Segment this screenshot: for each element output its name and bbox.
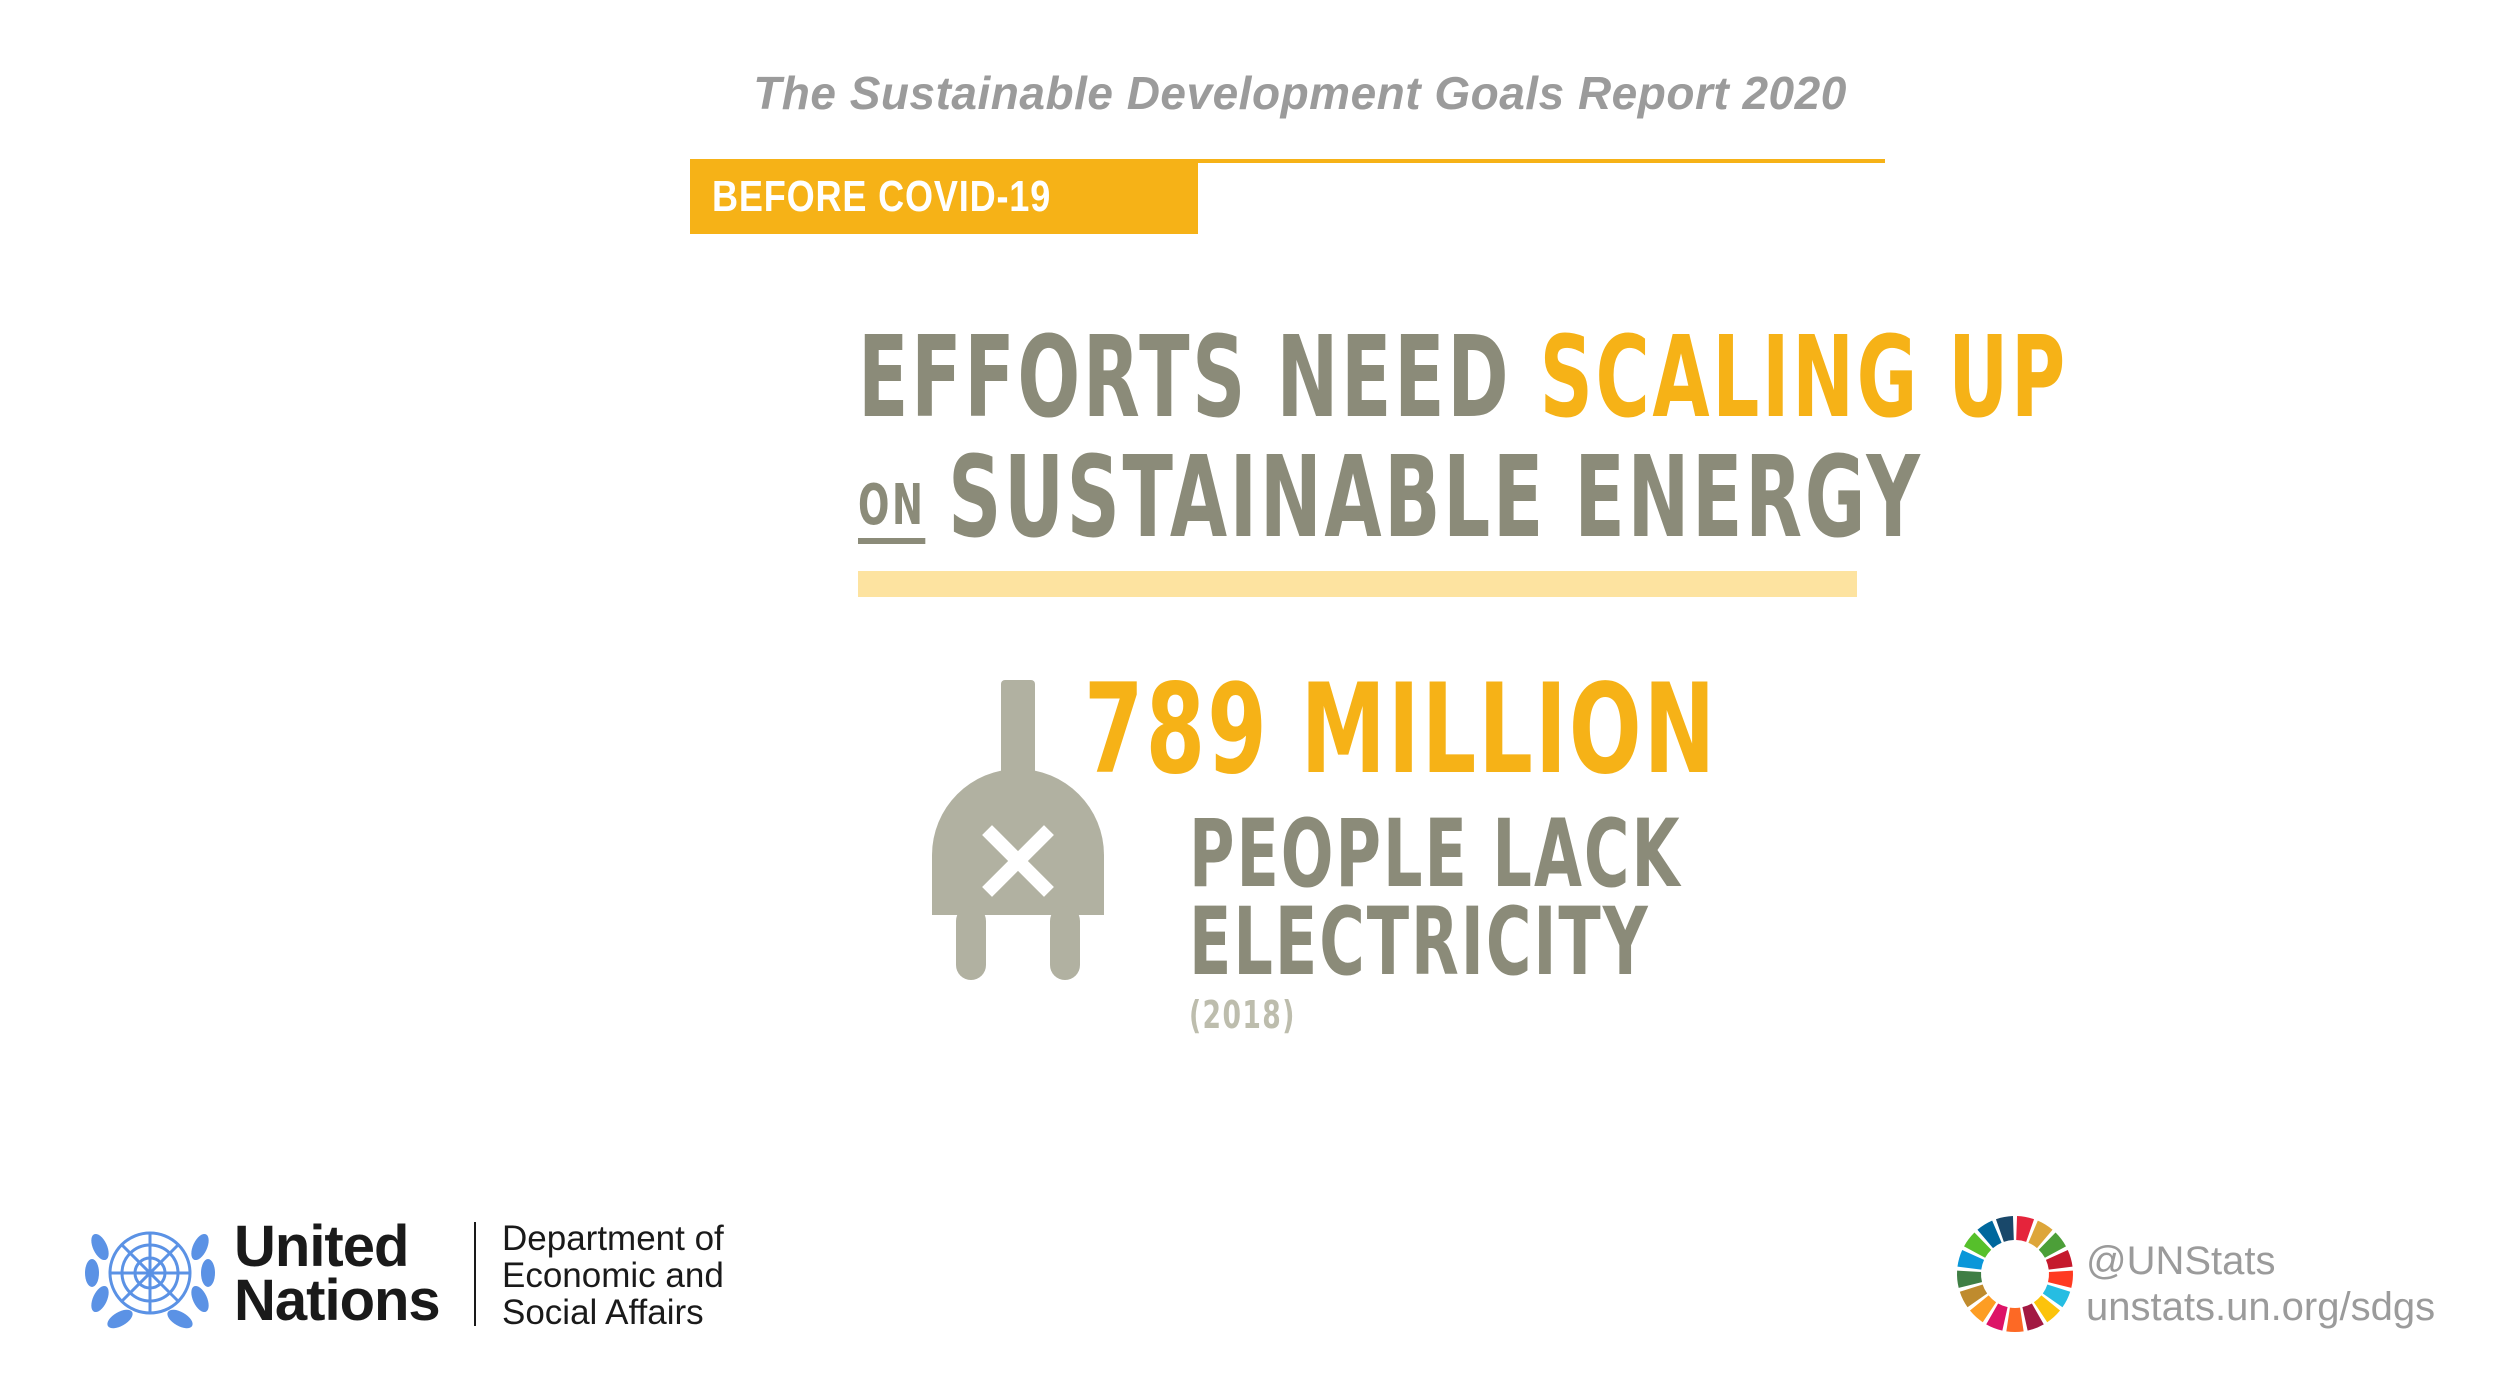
stat-year: (2018) [1189,993,1296,1037]
headline-line-2: ON SUSTAINABLE ENERGY [858,442,1920,554]
twitter-handle[interactable]: @UNStats [2086,1239,2276,1283]
sdg-wheel-segment [2016,1216,2035,1242]
stat-label-line-1: PEOPLE LACK [1189,800,1682,909]
before-covid-label: BEFORE COVID-19 [712,171,1052,221]
un-name-line-1: United [234,1214,409,1279]
headline-on-word: ON [858,478,926,544]
website-link[interactable]: unstats.un.org/sdgs [2086,1285,2436,1329]
sdg-wheel-segment [1957,1249,1985,1270]
department-line-3: Social Affairs [502,1293,704,1332]
sdg-wheel-segment [1959,1284,1988,1308]
sdg-wheel-segment [2022,1303,2044,1331]
sdg-wheel-icon [1957,1216,2073,1333]
department-line-1: Department of [502,1219,724,1258]
un-name: United Nations [234,1214,441,1333]
contact-block: @UNStats unstats.un.org/sdgs [2086,1238,2435,1330]
sdg-wheel-segment [1964,1232,1992,1258]
un-emblem-icon [85,1231,215,1329]
stat-label-line-2: ELECTRICITY [1189,888,1650,997]
un-name-line-2: Nations [234,1268,441,1333]
sdg-wheel-segment [1977,1220,2002,1249]
sdg-wheel-segment [2038,1232,2066,1258]
sdg-wheel-segment [2048,1270,2073,1288]
headline-subject: SUSTAINABLE ENERGY [948,433,1923,563]
sdg-wheel-segment [1995,1216,2014,1242]
before-covid-tag: BEFORE COVID-19 [690,159,1198,234]
top-rule [690,159,1885,163]
headline-underbar [858,571,1857,597]
report-title: The Sustainable Development Goals Report… [753,67,1847,119]
sdg-wheel-segment [2033,1295,2061,1323]
headline-accent: SCALING UP [1539,313,2068,443]
footer-divider [474,1222,476,1326]
sdg-wheel-segment [2006,1307,2024,1333]
department-name: Department of Economic and Social Affair… [502,1220,724,1331]
headline-text: EFFORTS NEED [858,313,1512,443]
stat-value: 789 MILLION [1084,658,1718,802]
sdg-wheel-segment [1986,1303,2008,1331]
unplugged-plug-icon [932,680,1104,980]
sdg-wheel-segment [2045,1249,2073,1270]
sdg-wheel-segment [1969,1295,1997,1323]
sdg-wheel-segment [2028,1220,2053,1249]
headline-line-1: EFFORTS NEED SCALING UP [858,322,2065,434]
department-line-2: Economic and [502,1256,724,1295]
sdg-wheel-segment [1957,1270,1982,1288]
sdg-wheel-segment [2042,1284,2071,1308]
